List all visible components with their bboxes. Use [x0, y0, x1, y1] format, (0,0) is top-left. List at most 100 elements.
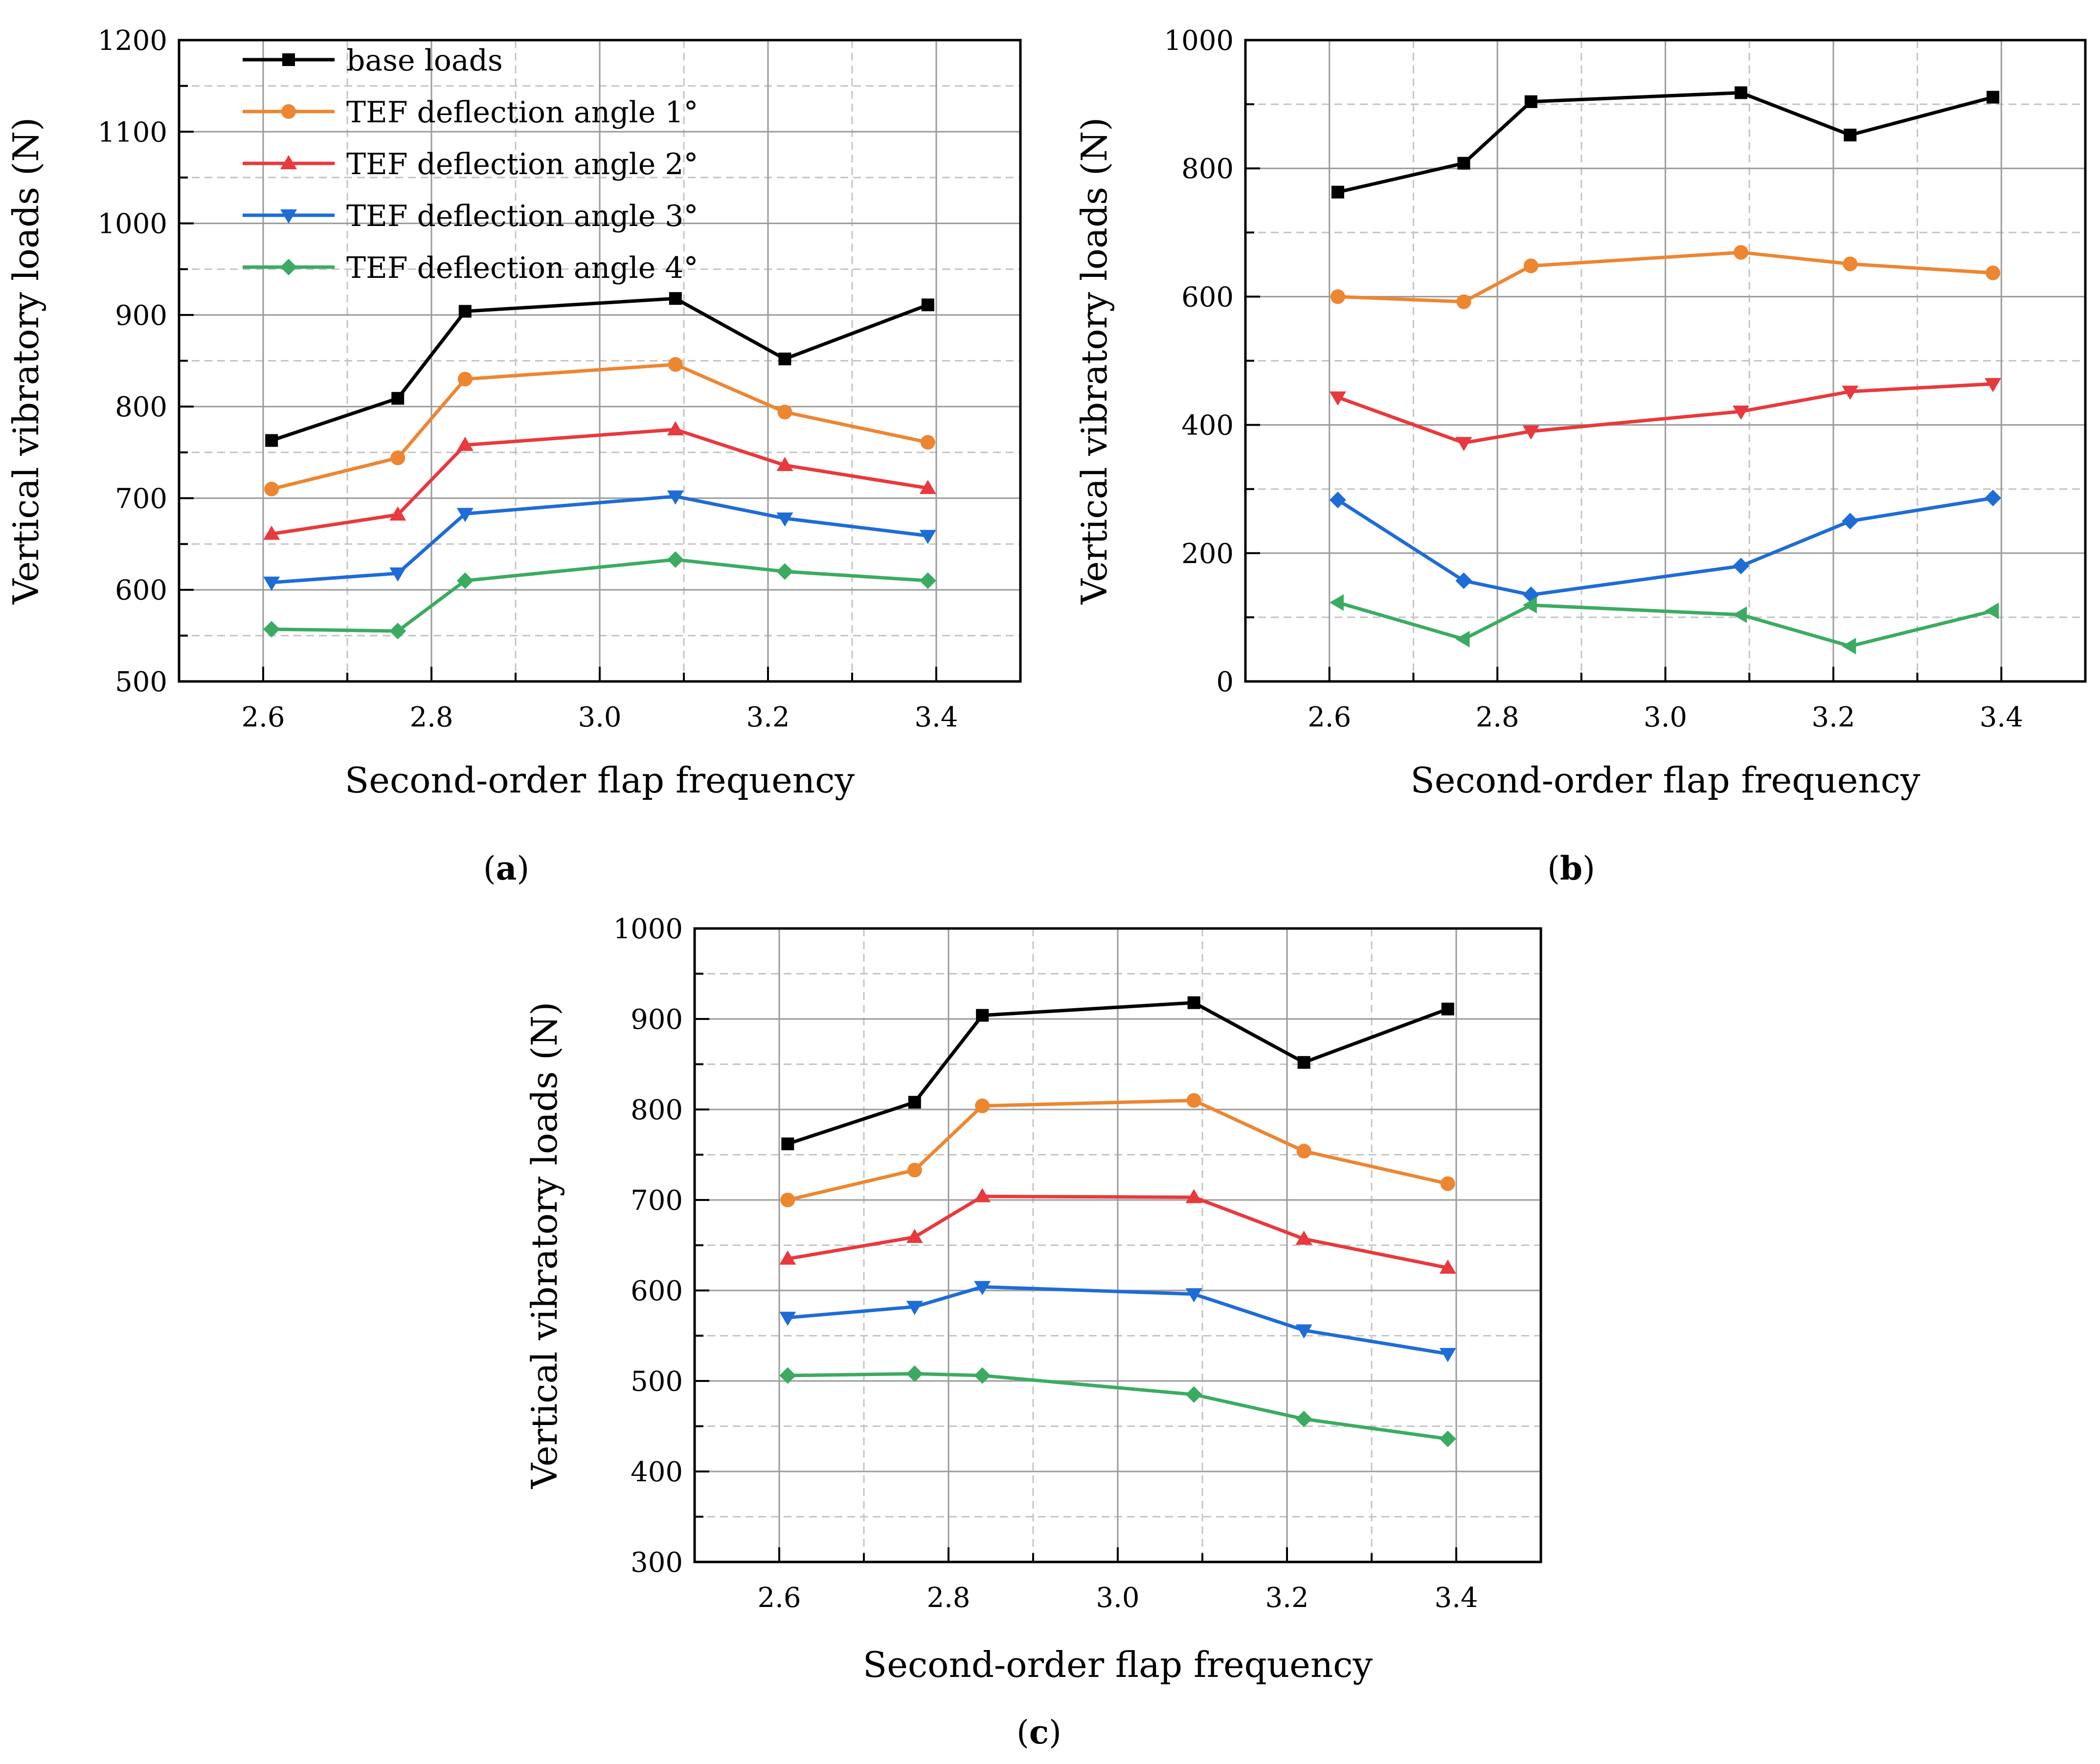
data-point: [389, 506, 406, 521]
data-point: [1331, 185, 1344, 199]
x-tick-label: 2.8: [926, 1582, 970, 1614]
legend-marker: [280, 155, 297, 169]
y-tick-label: 1000: [97, 208, 167, 240]
y-axis-label: Vertical vibratory loads (N): [524, 1002, 565, 1489]
series-line-4: [788, 1372, 1448, 1441]
x-tick-label: 3.2: [746, 701, 790, 733]
data-point: [1842, 513, 1859, 530]
data-point: [1295, 1230, 1312, 1245]
series-line-1: [1337, 250, 1993, 304]
data-point: [1985, 602, 1999, 619]
data-point: [1522, 425, 1539, 440]
data-point: [669, 292, 682, 305]
data-point: [777, 405, 792, 420]
series-line-4: [271, 558, 928, 633]
y-axis-label: Vertical vibratory loads (N): [1074, 117, 1115, 605]
data-point: [906, 1228, 923, 1243]
data-point: [1457, 157, 1470, 170]
y-tick-label: 1000: [613, 913, 683, 945]
data-point: [1185, 1288, 1202, 1303]
data-point: [457, 371, 473, 386]
data-point: [1733, 606, 1747, 623]
data-point: [263, 621, 280, 638]
legend-entry: TEF deflection angle 2°: [346, 147, 698, 181]
data-point: [667, 551, 684, 568]
data-point: [1187, 996, 1200, 1009]
legend-marker: [280, 259, 297, 275]
data-point: [1186, 1093, 1201, 1108]
y-tick-label: 700: [115, 483, 167, 515]
data-point: [263, 576, 280, 591]
data-point: [976, 1009, 989, 1022]
data-point: [1735, 86, 1748, 99]
x-tick-label: 2.8: [1476, 701, 1519, 733]
data-point: [1439, 1348, 1456, 1362]
legend-marker: [282, 53, 295, 66]
data-point: [1985, 378, 2002, 392]
data-point: [1330, 289, 1345, 304]
data-point: [919, 479, 936, 494]
caption-b: (b): [1547, 849, 1595, 887]
data-point: [974, 1367, 991, 1384]
data-point: [1734, 245, 1749, 260]
series-line-1: [271, 362, 928, 491]
data-point: [458, 305, 472, 318]
chart-panel-a: 500 600 700 800 900 1000 1100 1200 2.6 2.8 3.0 3.2 3…: [5, 25, 1022, 801]
data-point: [1733, 558, 1750, 575]
plot-frame: [693, 927, 1542, 1563]
data-point: [265, 434, 278, 447]
legend-entry: TEF deflection angle 3°: [346, 199, 698, 233]
data-point: [1844, 129, 1857, 142]
data-point: [456, 436, 474, 451]
data-point: [389, 622, 406, 639]
x-tick-label: 3.4: [1980, 701, 2023, 733]
y-tick-label: 1100: [97, 116, 167, 148]
data-point: [780, 1193, 795, 1207]
y-tick-label: 600: [1181, 281, 1234, 313]
x-axis-label: Second-order flap frequency: [863, 1644, 1373, 1685]
data-point: [1733, 406, 1750, 420]
series-line-0: [1337, 91, 1994, 194]
data-point: [1842, 637, 1856, 655]
data-point: [776, 563, 793, 580]
data-point: [1185, 1386, 1202, 1403]
data-point: [1185, 1189, 1202, 1203]
data-point: [1295, 1324, 1312, 1339]
x-tick-label: 3.4: [1434, 1582, 1478, 1614]
data-point: [974, 1281, 991, 1295]
y-tick-label: 1000: [1164, 25, 1234, 57]
y-tick-label: 600: [631, 1275, 683, 1307]
data-point: [456, 508, 474, 522]
series-line-0: [271, 296, 929, 442]
data-point: [390, 451, 406, 466]
series-line-1: [787, 1099, 1448, 1202]
data-point: [781, 1137, 794, 1151]
data-point: [975, 1098, 990, 1113]
x-tick-label: 2.6: [1308, 701, 1351, 733]
data-point: [667, 421, 684, 435]
chart-panel-c: 300 400 500 600 700 800 900 1000 2.6 2.8 3.0 3.2 3.4…: [524, 913, 1542, 1685]
series-line-2: [1337, 382, 1993, 445]
chart-panel-b: 0 200 400 600 800 1000 2.6 2.8 3.0 3.2 3.4 Second-o…: [1074, 25, 2087, 801]
y-tick-label: 800: [115, 391, 167, 423]
x-tick-label: 2.6: [241, 701, 285, 733]
data-point: [1523, 258, 1538, 273]
data-point: [1297, 1056, 1310, 1069]
y-tick-label: 600: [115, 575, 167, 607]
data-point: [391, 392, 405, 405]
caption-c: (c): [1016, 1713, 1061, 1751]
data-point: [1441, 1002, 1454, 1016]
series-line-3: [271, 495, 928, 585]
data-point: [1986, 265, 2001, 280]
x-tick-label: 3.0: [578, 701, 621, 733]
y-tick-label: 500: [631, 1366, 683, 1398]
x-tick-label: 3.4: [914, 701, 958, 733]
data-point: [779, 1312, 796, 1326]
legend-entry: TEF deflection angle 1°: [346, 95, 698, 130]
data-point: [1455, 631, 1470, 648]
data-point: [264, 481, 279, 497]
legend-entry: TEF deflection angle 4°: [346, 251, 698, 285]
data-point: [389, 567, 406, 582]
x-tick-label: 3.2: [1811, 701, 1855, 733]
